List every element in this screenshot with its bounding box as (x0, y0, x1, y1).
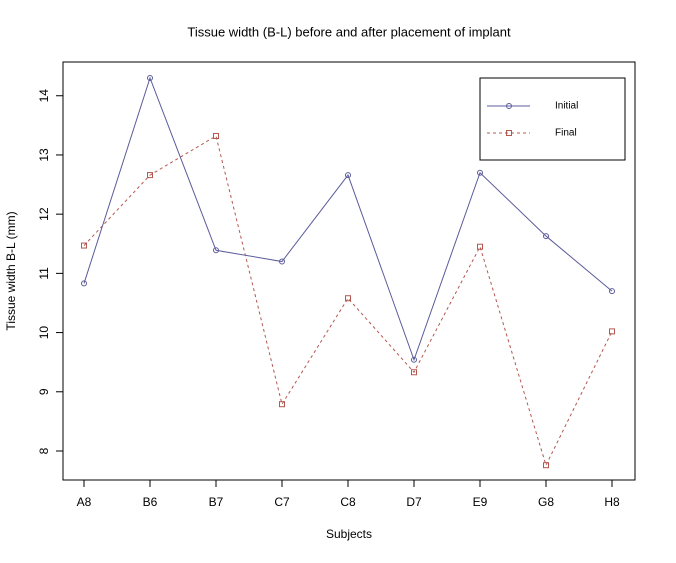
point (411, 356, 417, 363)
series-line (83, 135, 613, 467)
y-tick-label: 13 (37, 148, 51, 162)
point (345, 295, 351, 302)
x-tick-label: G8 (538, 495, 554, 509)
x-tick-label: E9 (473, 495, 488, 509)
point (609, 328, 615, 335)
legend-box (479, 77, 626, 161)
legend-marker (506, 130, 512, 136)
legend-label: Initial (555, 101, 578, 112)
chart-title: Tissue width (B-L) before and after plac… (187, 24, 511, 39)
point (279, 258, 285, 265)
y-axis-label: Tissue width B-L (mm) (4, 211, 18, 330)
x-tick-label: A8 (77, 495, 92, 509)
point (411, 369, 417, 376)
point (279, 401, 285, 408)
point (543, 462, 549, 469)
y-tick-label: 12 (37, 207, 51, 221)
y-tick-label: 14 (37, 89, 51, 103)
point (81, 242, 87, 249)
x-tick-label: B6 (143, 495, 158, 509)
legend-label: Final (555, 128, 577, 139)
point (345, 172, 351, 179)
point (147, 74, 153, 81)
legend-marker (506, 103, 512, 109)
series-line (83, 76, 613, 362)
x-tick-label: C7 (274, 495, 290, 509)
point (477, 169, 483, 176)
y-tick-label: 9 (37, 388, 51, 395)
point (213, 247, 219, 254)
point (477, 243, 483, 250)
x-tick-label: B7 (209, 495, 224, 509)
x-tick-label: H8 (604, 495, 620, 509)
point (213, 133, 219, 140)
point (81, 280, 87, 287)
x-tick-label: C8 (340, 495, 356, 509)
x-axis-label: Subjects (326, 527, 372, 541)
y-tick-label: 10 (37, 326, 51, 340)
point (147, 172, 153, 179)
y-tick-label: 8 (37, 447, 51, 454)
point (543, 233, 549, 240)
plot-frame (62, 61, 636, 481)
x-tick-label: D7 (406, 495, 422, 509)
point (609, 288, 615, 295)
y-tick-label: 11 (37, 267, 51, 280)
